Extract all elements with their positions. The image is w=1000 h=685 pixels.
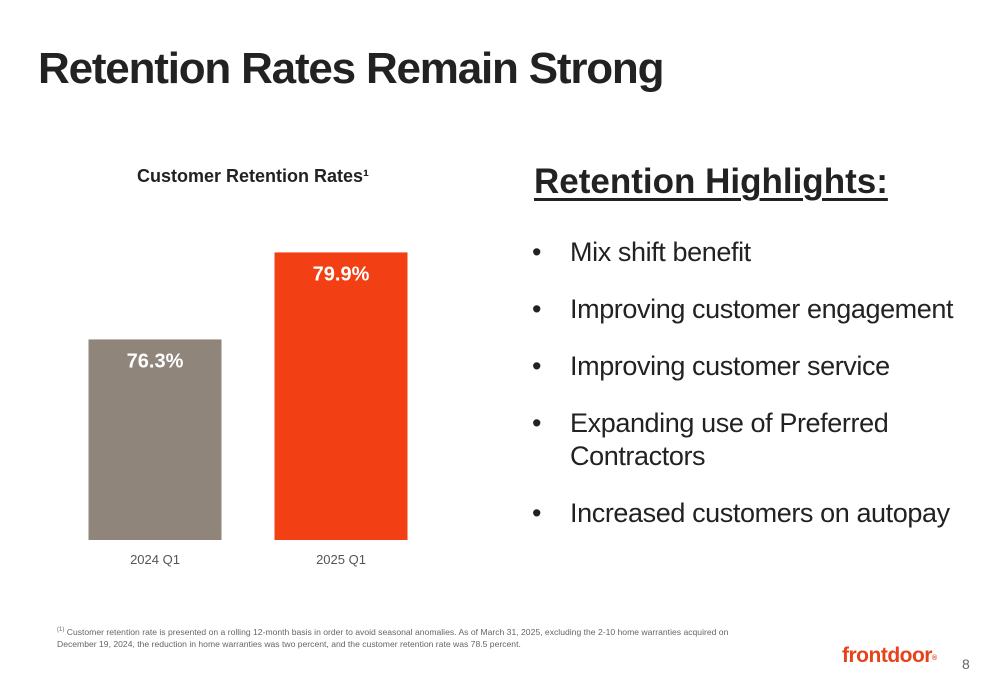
registered-mark: ® <box>931 655 937 662</box>
logo-text: frontdoor <box>842 644 932 667</box>
x-tick-label: 2025 Q1 <box>316 552 366 567</box>
bullet-icon: • <box>532 408 542 438</box>
highlights-title: Retention Highlights: <box>534 162 888 201</box>
slide-title: Retention Rates Remain Strong <box>38 44 664 93</box>
footnote: (1) Customer retention rate is presented… <box>57 624 767 650</box>
highlight-item: • Improving customer engagement <box>532 293 972 326</box>
highlight-text: Improving customer service <box>570 351 890 381</box>
bullet-icon: • <box>532 294 542 324</box>
highlight-item: • Increased customers on autopay <box>532 497 972 530</box>
bar-2025-q1 <box>274 252 408 540</box>
bar-2024-q1 <box>88 339 222 540</box>
chart-title: Customer Retention Rates¹ <box>136 166 370 186</box>
highlight-text: Improving customer engagement <box>570 294 954 324</box>
bar-value-label: 79.9% <box>313 263 370 285</box>
bullet-icon: • <box>532 351 542 381</box>
highlight-text: Increased customers on autopay <box>570 498 950 528</box>
highlight-item: • Expanding use of Preferred Contractors <box>532 407 972 473</box>
highlight-text: Expanding use of Preferred Contractors <box>570 408 889 471</box>
footnote-text: Customer retention rate is presented on … <box>57 626 729 649</box>
highlights-list: • Mix shift benefit • Improving customer… <box>532 236 972 554</box>
footnote-marker: (1) <box>57 627 65 633</box>
frontdoor-logo: frontdoor® <box>842 644 937 668</box>
page-number: 8 <box>962 656 970 672</box>
highlight-item: • Mix shift benefit <box>532 236 972 269</box>
bar-value-label: 76.3% <box>127 350 184 372</box>
bullet-icon: • <box>532 498 542 528</box>
highlight-text: Mix shift benefit <box>570 237 751 267</box>
x-tick-label: 2024 Q1 <box>130 552 180 567</box>
bullet-icon: • <box>532 237 542 267</box>
highlight-item: • Improving customer service <box>532 350 972 383</box>
retention-bar-chart: 76.3% 2024 Q1 79.9% 2025 Q1 <box>88 252 408 567</box>
